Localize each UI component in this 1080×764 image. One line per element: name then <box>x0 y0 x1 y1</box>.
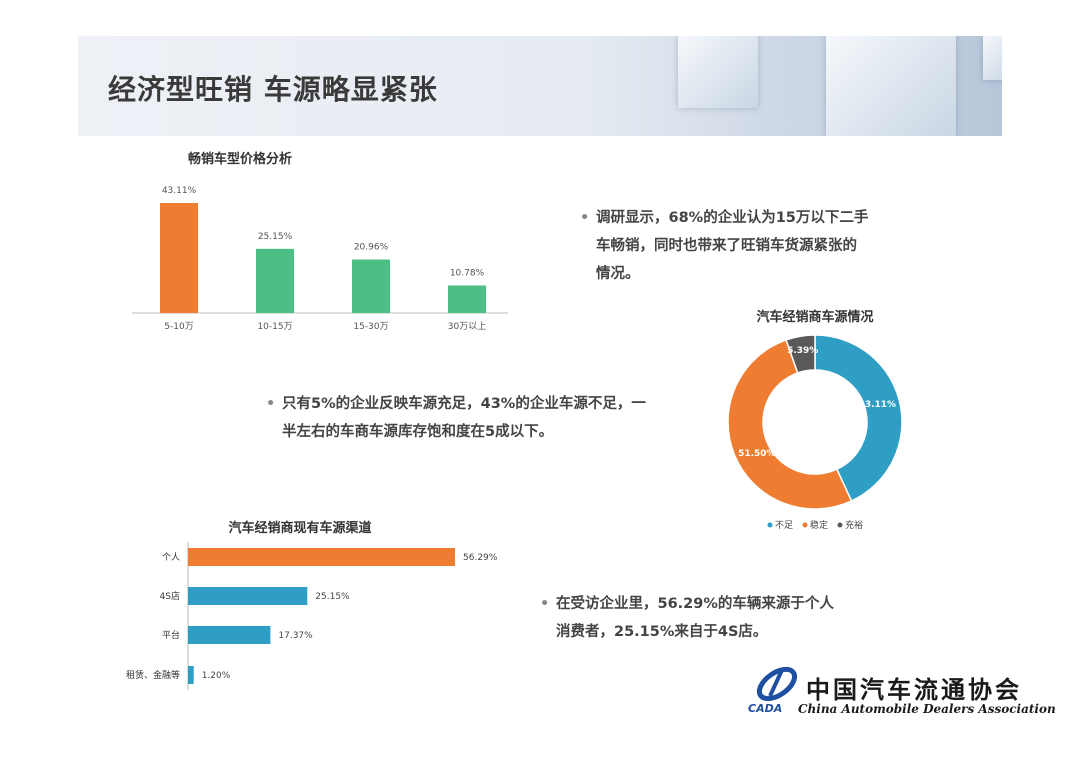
bullet-dot: • <box>266 396 276 412</box>
decor-cube <box>678 36 758 108</box>
tick-label: 平台 <box>162 629 180 641</box>
header-banner: 经济型旺销 车源略显紧张 <box>78 36 1002 136</box>
bullet-line: 消费者，25.15%来自于4S店。 <box>556 624 768 640</box>
bullet-dot: • <box>540 596 550 612</box>
bar <box>188 626 271 644</box>
data-label: 51.50% <box>738 449 776 459</box>
logo-en-name: China Automobile Dealers Association <box>798 702 1056 716</box>
bullet-line: 调研显示，68%的企业认为15万以下二手 <box>596 210 869 226</box>
data-label: 10.78% <box>450 268 485 278</box>
bar <box>188 587 308 605</box>
data-label: 56.29% <box>463 553 498 563</box>
legend-marker <box>767 522 773 528</box>
data-label: 25.15% <box>258 232 293 242</box>
legend-label: 不足 <box>775 520 793 531</box>
decor-cube <box>983 36 1002 80</box>
bar <box>188 666 194 684</box>
legend-marker <box>802 522 808 528</box>
tick-label: 10-15万 <box>257 322 292 332</box>
bar <box>448 285 486 313</box>
bullet-channel: • 在受访企业里，56.29%的车辆来源于个人 消费者，25.15%来自于4S店… <box>540 590 876 646</box>
data-label: 1.20% <box>202 671 231 681</box>
bullet-line: 车畅销，同时也带来了旺销车货源紧张的 <box>596 238 857 254</box>
bar <box>352 259 390 313</box>
pie-slice <box>727 338 853 510</box>
legend-label: 充裕 <box>845 519 863 531</box>
tick-label: 5-10万 <box>164 322 193 332</box>
cada-emblem-icon <box>756 666 798 702</box>
data-label: 43.11% <box>859 400 897 410</box>
bar <box>160 203 198 313</box>
tick-label: 15-30万 <box>353 322 388 332</box>
price-bar-chart: 畅销车型价格分析 43.11% 5-10万 25.15% 10-15万 20.96% 15-… <box>132 151 508 332</box>
cada-logo: CADA 中国汽车流通协会 China Automobile Dealers A… <box>748 664 1056 724</box>
chart-title: 汽车经销商车源情况 <box>756 309 873 325</box>
bullet-survey: • 调研显示，68%的企业认为15万以下二手 车畅销，同时也带来了旺销车货源紧张… <box>580 204 916 288</box>
legend-marker <box>837 522 843 528</box>
data-label: 20.96% <box>354 243 389 253</box>
bullet-line: 情况。 <box>596 266 640 282</box>
pie-slice <box>814 334 903 502</box>
tick-label: 租赁、金融等 <box>126 669 180 681</box>
data-label: 43.11% <box>162 186 197 196</box>
page-title: 经济型旺销 车源略显紧张 <box>108 73 438 106</box>
data-label: 25.15% <box>315 592 350 602</box>
chart-title: 畅销车型价格分析 <box>188 151 292 167</box>
bullet-dot: • <box>580 210 590 226</box>
supply-donut-chart: 汽车经销商车源情况 43.11% 51.50% 5.39% 不足 稳定 充裕 <box>727 309 903 531</box>
data-label: 17.37% <box>278 631 313 641</box>
bullet-supply: • 只有5%的企业反映车源充足，43%的企业车源不足，一 半左右的车商车源库存饱… <box>266 390 682 446</box>
logo-abbr: CADA <box>748 702 783 715</box>
legend-label: 稳定 <box>810 519 828 531</box>
bullet-line: 半左右的车商车源库存饱和度在5成以下。 <box>282 424 554 440</box>
decor-cube <box>826 36 956 136</box>
data-label: 5.39% <box>787 346 818 356</box>
bar <box>188 548 455 566</box>
bullet-line: 只有5%的企业反映车源充足，43%的企业车源不足，一 <box>282 396 646 412</box>
chart-title: 汽车经销商现有车源渠道 <box>228 520 371 536</box>
logo-cn-name: 中国汽车流通协会 <box>806 675 1022 704</box>
tick-label: 4S店 <box>160 590 180 602</box>
tick-label: 30万以上 <box>448 321 486 332</box>
pie-slice <box>785 334 816 374</box>
bar <box>256 248 294 313</box>
tick-label: 个人 <box>162 552 180 563</box>
bullet-line: 在受访企业里，56.29%的车辆来源于个人 <box>556 596 834 612</box>
